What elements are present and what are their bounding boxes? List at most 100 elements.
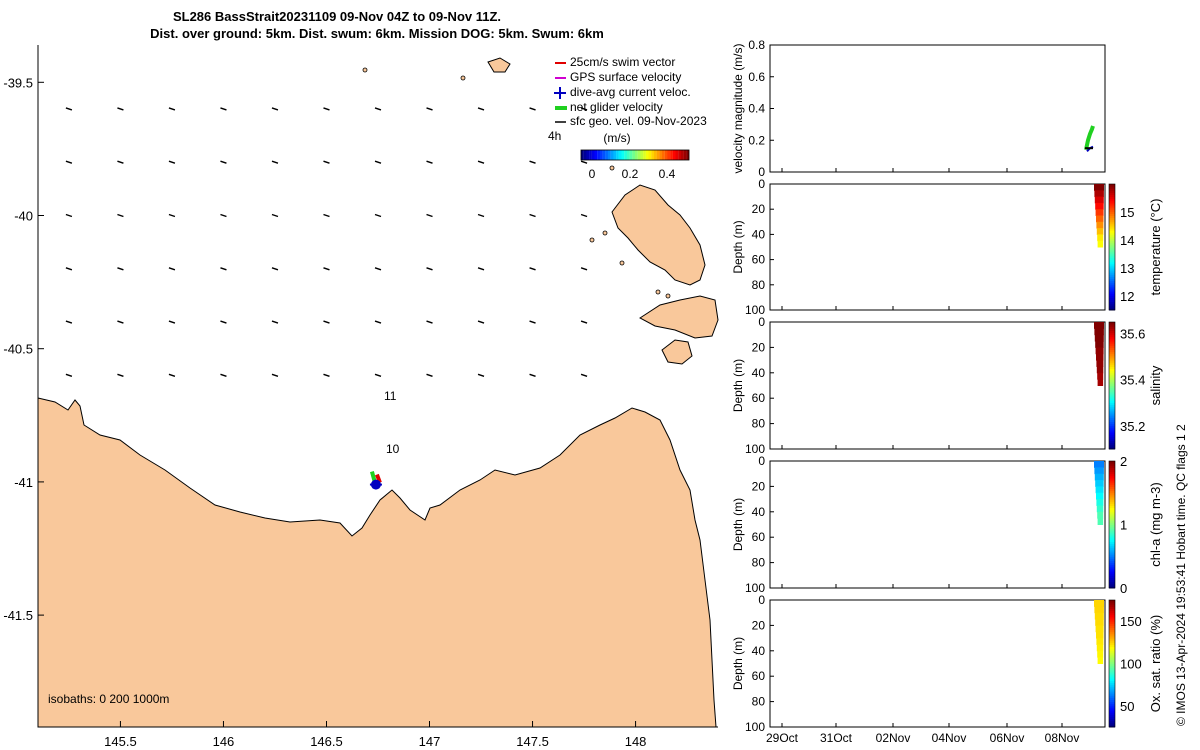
ylabel-temperature: Depth (m)	[731, 220, 745, 273]
colorbar-cell-salinity-31	[1109, 381, 1115, 384]
ytick-label-velocity-2: 0.4	[748, 102, 765, 116]
colorbar-cell-temperature-49	[1109, 205, 1115, 208]
islet-2	[609, 165, 615, 171]
legend-dac-label: dive-avg current veloc.	[570, 85, 691, 99]
map-xtick-label-0: 145.5	[104, 734, 137, 749]
colorbar-cell-oxygen-49	[1109, 621, 1115, 624]
colorbar-cell-salinity-40	[1109, 362, 1115, 365]
ylabel-salinity: Depth (m)	[731, 359, 745, 412]
colorbar-cell-chl-a-14	[1109, 556, 1115, 559]
map-colorbar-cell-29	[659, 150, 663, 160]
colorbar-cell-chl-a-25	[1109, 532, 1115, 536]
ytick-label-temperature-5: 100	[745, 303, 765, 317]
map-ytick-label-2: -40.5	[3, 342, 33, 357]
colorbar-frame-chl-a	[1108, 460, 1116, 589]
map-panel: 145.5 146 146.5 147 147.5 148 -39.5 -40 -40.5 -41…	[3, 45, 719, 749]
colorbar-cell-salinity-45	[1109, 351, 1115, 355]
colorbar-cell-oxygen-10	[1109, 703, 1115, 707]
track-label-10: 10	[386, 442, 400, 456]
sfc-vector-2-9	[529, 213, 536, 218]
colorbar-cell-salinity-3	[1109, 440, 1115, 444]
profile-cell-temperature-9	[1097, 240, 1104, 248]
sfc-vector-4-0	[65, 320, 73, 324]
colorbar-cell-salinity-29	[1109, 385, 1115, 389]
colorbar-cell-oxygen-39	[1109, 642, 1115, 645]
colorbar-cell-temperature-23	[1109, 259, 1115, 263]
sfc-vector-3-5	[323, 267, 330, 271]
sfc-vector-2-4	[271, 213, 279, 218]
panel-chl-a: 0 20 40 60 80 100 Depth (m) 0 1 2 chl-a (mg m-3)	[731, 454, 1163, 596]
sfc-vector-0-8	[477, 107, 485, 111]
colorbar-cell-salinity-18	[1109, 408, 1115, 412]
ytick-label-velocity-1: 0.2	[748, 133, 765, 147]
profile-cell-salinity-4	[1095, 347, 1104, 355]
colorbar-cell-chl-a-15	[1109, 554, 1115, 557]
sfc-vector-1-5	[323, 160, 330, 164]
profile-cell-oxygen-3	[1095, 619, 1104, 626]
colorbar-cell-temperature-22	[1109, 261, 1115, 265]
colorbar-cell-temperature-58	[1109, 186, 1115, 189]
profile-cell-chl-a-4	[1095, 486, 1104, 494]
ytick-label-chl-a-0: 0	[758, 454, 765, 468]
profile-cell-oxygen-2	[1094, 612, 1104, 620]
colorbar-cell-oxygen-5	[1109, 714, 1115, 717]
colorbar-cell-oxygen-11	[1109, 701, 1115, 705]
map-colorbar-cell-32	[667, 150, 671, 160]
sfc-vector-3-6	[374, 267, 382, 271]
colorbar-cell-temperature-16	[1109, 274, 1115, 277]
sfc-vector-1-9	[529, 160, 536, 164]
map-colorbar-cell-15	[621, 150, 625, 160]
colorbar-cell-chl-a-53	[1109, 473, 1115, 477]
profile-cell-oxygen-4	[1095, 625, 1104, 633]
sfc-vector-1-4	[271, 160, 279, 164]
colorbar-cell-salinity-23	[1109, 398, 1115, 401]
colorbar-cell-temperature-7	[1109, 293, 1115, 296]
sfc-vector-5-6	[374, 373, 382, 378]
colorbar-cell-temperature-53	[1109, 196, 1115, 200]
sfc-vector-1-1	[117, 160, 124, 164]
sfc-vector-0-6	[374, 107, 382, 111]
colorbar-cell-chl-a-48	[1109, 484, 1115, 487]
profile-cell-salinity-1	[1094, 328, 1104, 336]
map-colorbar-cell-28	[656, 150, 660, 160]
clabel-chl-a: chl-a (mg m-3)	[1148, 482, 1163, 567]
colorbar-cell-oxygen-41	[1109, 638, 1115, 641]
colorbar-cell-temperature-14	[1109, 278, 1115, 282]
ctick-label-temperature-1: 13	[1120, 261, 1134, 276]
colorbar-cell-salinity-15	[1109, 415, 1115, 418]
map-colorbar-cell-37	[680, 150, 684, 160]
colorbar-cell-temperature-8	[1109, 291, 1115, 294]
colorbar-cell-salinity-36	[1109, 370, 1115, 374]
map-ytick-label-0: -39.5	[3, 75, 33, 90]
sfc-vector-3-2	[168, 267, 176, 271]
map-colorbar-cell-20	[635, 150, 638, 160]
colorbar-cell-chl-a-17	[1109, 549, 1115, 553]
sfc-vector-2-0	[65, 213, 73, 218]
colorbar-cell-chl-a-50	[1109, 480, 1115, 483]
sfc-vector-3-10	[580, 267, 588, 271]
colorbar-cell-chl-a-19	[1109, 545, 1115, 549]
colorbar-cell-salinity-8	[1109, 429, 1115, 433]
sfc-vector-4-3	[220, 320, 227, 324]
colorbar-cell-oxygen-17	[1109, 688, 1115, 692]
colorbar-cell-salinity-28	[1109, 387, 1115, 391]
ytick-label-oxygen-2: 40	[752, 644, 766, 658]
colorbar-cell-chl-a-4	[1109, 577, 1115, 581]
colorbar-cell-temperature-57	[1109, 188, 1115, 191]
colorbar-cell-temperature-50	[1109, 202, 1115, 206]
colorbar-cell-chl-a-57	[1109, 465, 1115, 468]
colorbar-cell-oxygen-6	[1109, 712, 1115, 715]
colorbar-cell-salinity-50	[1109, 341, 1115, 344]
colorbar-cell-chl-a-35	[1109, 511, 1115, 515]
map-colorbar-cell-12	[613, 150, 617, 160]
map-colorbar-cell-17	[626, 150, 630, 160]
ytick-label-salinity-4: 80	[752, 417, 766, 431]
colorbar-cell-oxygen-58	[1109, 602, 1115, 605]
colorbar-cell-salinity-0	[1109, 446, 1115, 450]
map-colorbar-cell-38	[683, 150, 687, 160]
colorbar-cell-chl-a-7	[1109, 571, 1115, 574]
colorbar-cell-salinity-19	[1109, 406, 1115, 410]
sfc-vector-0-10	[580, 107, 588, 111]
sfc-vector-0-4	[271, 107, 279, 111]
ctick-label-salinity-0: 35.2	[1120, 419, 1145, 434]
